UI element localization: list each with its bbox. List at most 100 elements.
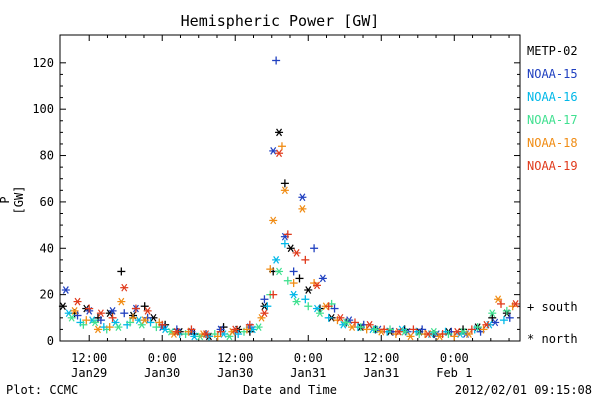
y-tick-label: 60	[40, 195, 54, 209]
data-point-north	[433, 330, 440, 338]
x-tick-label-date: Jan30	[144, 366, 180, 380]
data-point-north	[255, 323, 262, 331]
data-point-north	[276, 267, 283, 276]
data-point-north	[372, 325, 379, 334]
data-point-north	[349, 323, 356, 331]
data-point-north	[495, 295, 502, 304]
legend-series-0: METP-02	[527, 44, 578, 58]
data-point-north	[299, 205, 306, 213]
x-tick-label-date: Jan30	[217, 366, 253, 380]
data-point-north	[135, 316, 142, 324]
legend-series-4: NOAA-18	[527, 136, 578, 150]
data-point-north	[276, 128, 283, 137]
data-point-north	[270, 147, 277, 155]
x-tick-label-date: Jan29	[71, 366, 107, 380]
data-point-north	[59, 302, 66, 311]
data-point-north	[97, 309, 104, 318]
data-point-north	[276, 149, 283, 158]
marker-legend-south-label: south	[541, 300, 578, 314]
data-point-north	[430, 327, 437, 336]
data-point-north	[68, 313, 75, 322]
data-point-north	[115, 323, 122, 331]
data-point-north	[287, 244, 294, 253]
x-tick-label-time: 0:00	[440, 351, 469, 365]
plot-area: 02040608010012012:00Jan290:00Jan3012:00J…	[32, 34, 521, 380]
data-point-north	[65, 309, 72, 318]
data-point-north	[299, 193, 306, 202]
data-point-north	[74, 297, 81, 306]
x-tick-label-date: Jan31	[290, 366, 326, 380]
data-point-north	[150, 313, 157, 322]
data-point-north	[92, 318, 99, 327]
data-point-north	[273, 256, 280, 264]
data-point-north	[144, 307, 151, 315]
chart-title: Hemispheric Power [GW]	[180, 12, 380, 30]
footer-source: Plot: CCMC	[6, 383, 79, 397]
x-tick-label-date: Feb 1	[436, 366, 472, 380]
y-tick-label: 20	[40, 288, 54, 302]
data-point-north	[191, 332, 198, 341]
data-point-north	[71, 307, 78, 315]
y-tick-label: 0	[47, 334, 54, 348]
data-point-north	[305, 286, 312, 294]
data-point-north	[465, 330, 472, 338]
data-point-north	[109, 307, 116, 315]
data-point-north	[395, 327, 402, 336]
data-point-north	[489, 309, 496, 318]
data-point-north	[141, 316, 148, 324]
data-point-north	[316, 309, 323, 318]
data-point-north	[407, 332, 414, 341]
data-point-north	[167, 327, 174, 336]
legend-series-1: NOAA-15	[527, 67, 578, 81]
data-point-north	[220, 330, 227, 338]
data-point-north	[314, 281, 321, 290]
y-tick-label: 40	[40, 241, 54, 255]
y-tick-label: 120	[32, 56, 54, 70]
x-axis-label: Date and Time	[243, 383, 337, 397]
data-point-north	[112, 318, 119, 327]
data-point-north	[314, 304, 321, 313]
data-point-north	[232, 325, 239, 334]
data-point-north	[270, 216, 277, 225]
data-point-north	[290, 290, 297, 299]
data-point-north	[483, 320, 490, 329]
data-point-north	[121, 283, 128, 292]
star-marker-icon: *	[527, 332, 535, 346]
data-point-north	[492, 318, 499, 327]
x-tick-label-time: 0:00	[294, 351, 323, 365]
data-point-north	[261, 309, 268, 318]
plus-marker-icon: +	[527, 300, 535, 314]
marker-legend-north: * north	[527, 332, 578, 346]
x-tick-label-time: 12:00	[217, 351, 253, 365]
y-axis-label: P [GW]	[0, 185, 26, 215]
data-point-north	[454, 327, 461, 336]
data-point-north	[203, 330, 210, 338]
legend-series-2: NOAA-16	[527, 90, 578, 104]
data-point-north	[162, 325, 169, 334]
data-point-north	[281, 186, 288, 195]
data-point-north	[62, 286, 69, 294]
y-tick-label: 80	[40, 149, 54, 163]
data-point-north	[249, 325, 256, 334]
marker-legend-south: + south	[527, 300, 578, 314]
x-tick-label-time: 12:00	[363, 351, 399, 365]
footer-timestamp: 2012/02/01 09:15:08	[454, 383, 592, 397]
data-point-north	[173, 327, 180, 336]
data-point-north	[343, 318, 350, 327]
data-point-north	[460, 327, 467, 336]
data-point-north	[319, 274, 326, 283]
legend-series-5: NOAA-19	[527, 159, 578, 173]
data-point-north	[293, 249, 300, 257]
data-point-north	[401, 327, 408, 336]
data-point-north	[337, 313, 344, 322]
data-point-north	[118, 297, 125, 306]
y-tick-label: 100	[32, 102, 54, 116]
legend-series-3: NOAA-17	[527, 113, 578, 127]
x-tick-label-time: 12:00	[71, 351, 107, 365]
data-point-north	[425, 330, 431, 338]
data-point-north	[94, 325, 101, 334]
data-point-north	[366, 320, 373, 329]
marker-legend-north-label: north	[541, 332, 578, 346]
x-tick-label-date: Jan31	[363, 366, 399, 380]
